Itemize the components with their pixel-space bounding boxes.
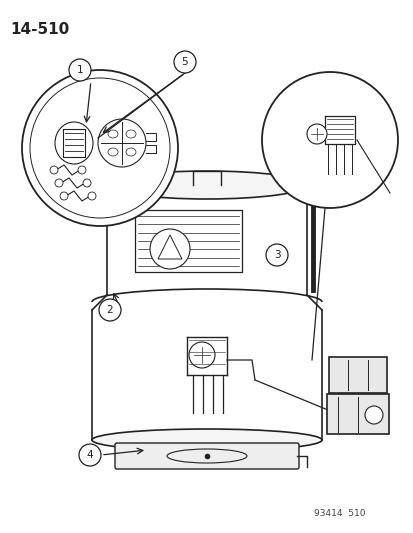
Text: 2: 2 <box>107 305 113 315</box>
Text: 4: 4 <box>86 450 93 460</box>
Text: 1: 1 <box>76 65 83 75</box>
Text: 14-510: 14-510 <box>10 22 69 37</box>
Circle shape <box>306 124 326 144</box>
Text: 5: 5 <box>181 57 188 67</box>
Ellipse shape <box>92 429 321 451</box>
FancyBboxPatch shape <box>115 443 298 469</box>
Circle shape <box>60 192 68 200</box>
Text: 93414  510: 93414 510 <box>313 509 365 518</box>
Circle shape <box>78 166 86 174</box>
Ellipse shape <box>107 171 306 199</box>
Circle shape <box>98 119 146 167</box>
Circle shape <box>83 179 91 187</box>
Circle shape <box>364 406 382 424</box>
Circle shape <box>79 444 101 466</box>
Circle shape <box>99 299 121 321</box>
Circle shape <box>189 342 214 368</box>
Circle shape <box>22 70 178 226</box>
Circle shape <box>69 59 91 81</box>
Circle shape <box>173 51 195 73</box>
FancyBboxPatch shape <box>326 394 388 434</box>
Circle shape <box>261 72 397 208</box>
Circle shape <box>266 244 287 266</box>
FancyBboxPatch shape <box>328 357 386 393</box>
Text: 3: 3 <box>273 250 280 260</box>
Circle shape <box>150 229 190 269</box>
Circle shape <box>55 179 63 187</box>
Circle shape <box>50 166 58 174</box>
Circle shape <box>88 192 96 200</box>
